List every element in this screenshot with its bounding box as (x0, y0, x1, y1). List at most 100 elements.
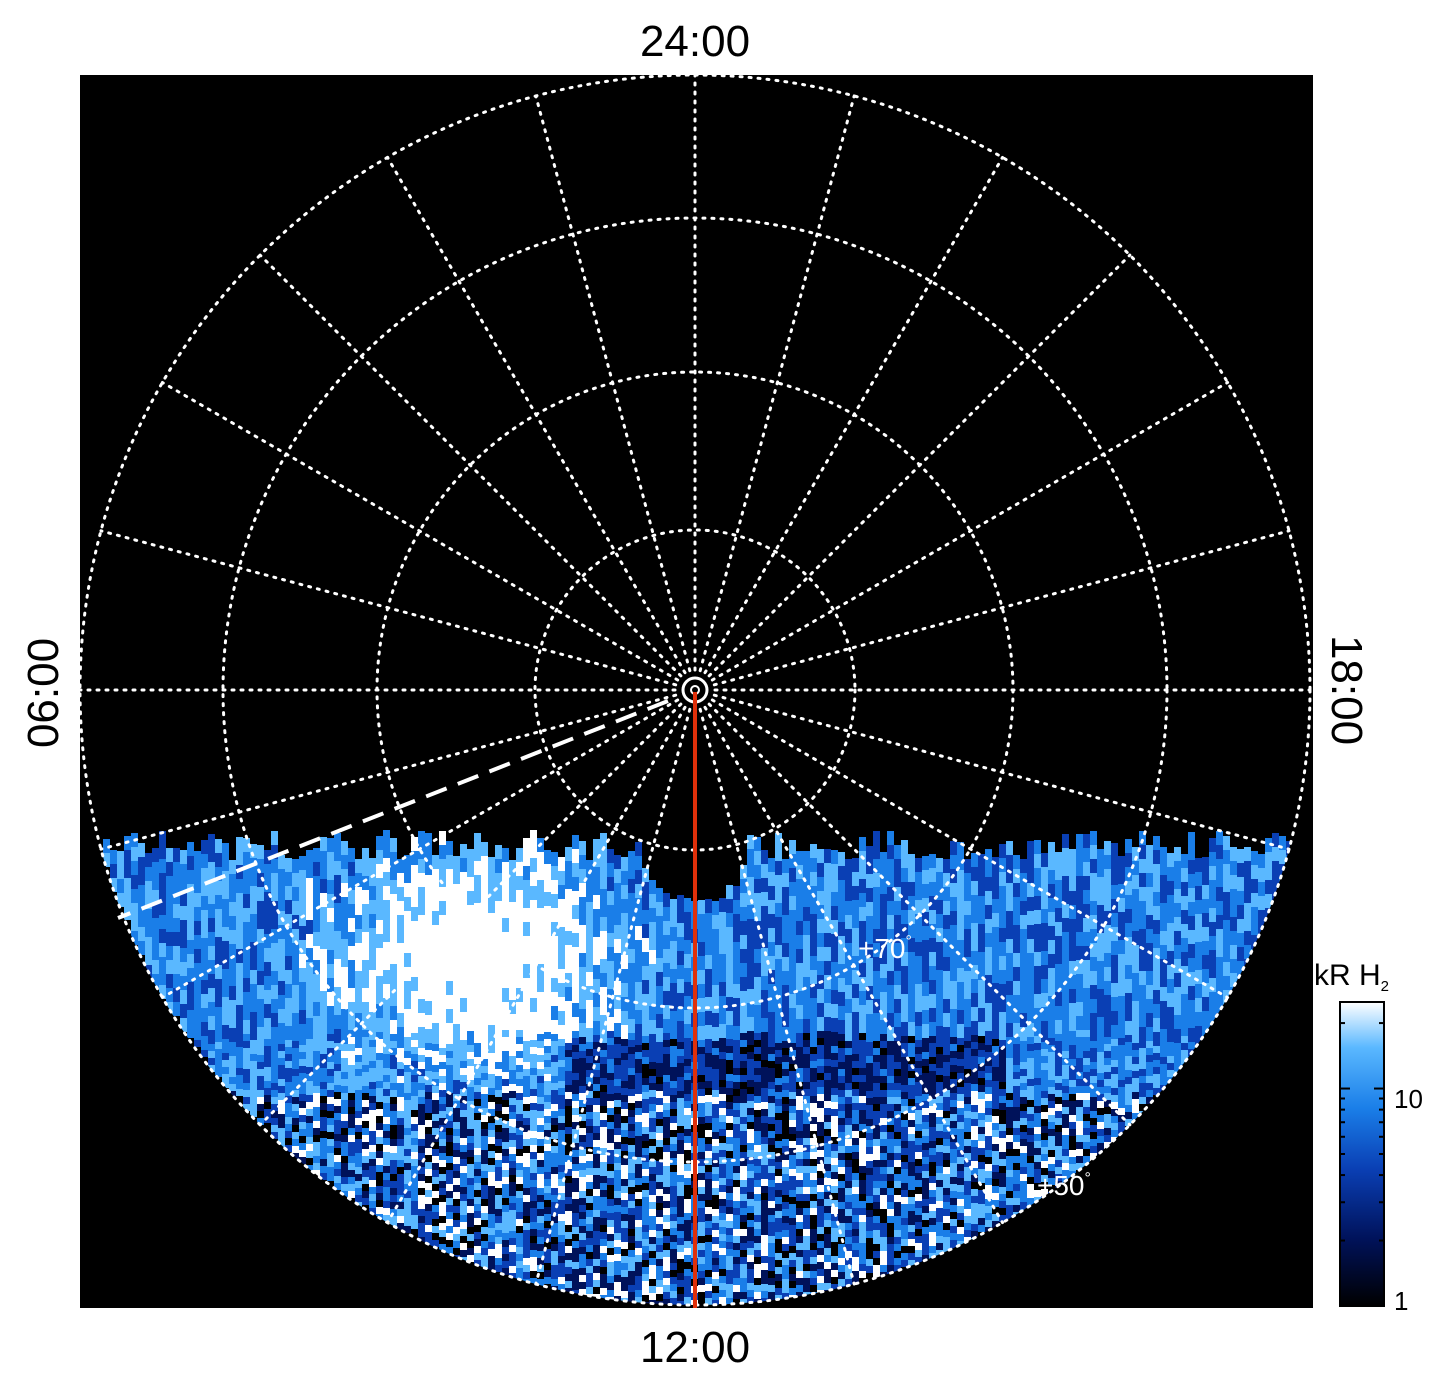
emission-cell (404, 1100, 411, 1107)
emission-cell (502, 1205, 509, 1212)
emission-cell (824, 1241, 831, 1248)
emission-cell (831, 1256, 838, 1263)
emission-cell (887, 1251, 894, 1258)
emission-cell (866, 944, 873, 958)
emission-cell (383, 886, 390, 900)
emission-cell (719, 1108, 726, 1115)
emission-cell (894, 1195, 901, 1202)
emission-cell (838, 1111, 845, 1118)
emission-cell (782, 1083, 789, 1090)
emission-cell (523, 1048, 530, 1055)
emission-cell (768, 942, 775, 956)
emission-cell (320, 921, 327, 935)
emission-cell (922, 898, 929, 912)
emission-cell (733, 1187, 740, 1194)
emission-cell (551, 1083, 558, 1090)
emission-cell (873, 1083, 880, 1090)
emission-cell (474, 1148, 481, 1155)
emission-cell (516, 1100, 523, 1107)
emission-cell (817, 905, 824, 919)
emission-cell (754, 949, 761, 963)
emission-cell (684, 1024, 691, 1038)
emission-cell (376, 976, 383, 990)
emission-cell (775, 861, 782, 875)
emission-cell (600, 1029, 607, 1043)
emission-cell (957, 1101, 964, 1108)
emission-cell (887, 985, 894, 999)
emission-cell (747, 1143, 754, 1150)
emission-cell (425, 1057, 432, 1064)
emission-cell (1006, 841, 1013, 855)
emission-cell (859, 963, 866, 977)
emission-cell (761, 850, 768, 864)
emission-cell (901, 1078, 908, 1085)
emission-cell (817, 1178, 824, 1185)
emission-cell (740, 1208, 747, 1215)
emission-cell (789, 1043, 796, 1050)
emission-cell (397, 1188, 404, 1195)
emission-cell (425, 1064, 432, 1071)
emission-cell (215, 1056, 222, 1063)
emission-cell (649, 1111, 656, 1118)
emission-cell (754, 991, 761, 1005)
emission-cell (621, 1179, 628, 1186)
emission-cell (579, 1254, 586, 1261)
emission-cell (957, 954, 964, 968)
emission-cell (579, 925, 586, 939)
emission-cell (586, 902, 593, 916)
emission-cell (271, 1132, 278, 1139)
emission-cell (936, 1061, 943, 1068)
emission-cell (607, 1080, 614, 1087)
emission-cell (124, 892, 131, 906)
emission-cell (131, 903, 138, 917)
emission-cell (705, 1011, 712, 1025)
emission-cell (523, 1202, 530, 1209)
emission-cell (362, 1156, 369, 1163)
emission-cell (579, 1275, 586, 1282)
emission-cell (698, 1229, 705, 1236)
emission-cell (649, 1188, 656, 1195)
emission-cell (390, 1034, 397, 1041)
emission-cell (817, 1003, 824, 1017)
emission-cell (663, 1117, 670, 1124)
emission-cell (572, 1199, 579, 1206)
emission-cell (292, 1111, 299, 1118)
emission-cell (908, 1078, 915, 1085)
emission-cell (957, 1038, 964, 1045)
emission-cell (397, 1090, 404, 1097)
emission-cell (586, 1028, 593, 1042)
emission-cell (817, 1108, 824, 1115)
emission-cell (719, 1066, 726, 1073)
emission-cell (369, 942, 376, 956)
emission-cell (327, 838, 334, 852)
emission-cell (348, 1016, 355, 1030)
emission-cell (698, 1187, 705, 1194)
emission-cell (544, 1032, 551, 1039)
emission-cell (775, 1183, 782, 1190)
emission-cell (859, 1271, 866, 1278)
emission-cell (733, 900, 740, 914)
emission-cell (838, 1090, 845, 1097)
emission-cell (719, 1290, 726, 1297)
emission-cell (894, 1258, 901, 1265)
emission-cell (516, 1037, 523, 1044)
emission-cell (824, 1136, 831, 1143)
emission-cell (250, 956, 257, 970)
emission-cell (789, 1085, 796, 1092)
emission-cell (754, 1292, 761, 1299)
emission-cell (152, 848, 159, 862)
emission-cell (194, 1019, 201, 1033)
emission-cell (642, 1050, 649, 1057)
emission-cell (257, 1062, 264, 1069)
emission-cell (971, 1077, 978, 1084)
emission-cell (222, 885, 229, 899)
emission-cell (502, 1254, 509, 1261)
emission-cell (663, 1194, 670, 1201)
emission-cell (887, 1048, 894, 1055)
emission-cell (607, 1038, 614, 1045)
emission-cell (656, 888, 663, 902)
emission-cell (859, 1243, 866, 1250)
emission-cell (698, 1054, 705, 1061)
emission-cell (677, 1091, 684, 1098)
emission-cell (383, 1166, 390, 1173)
